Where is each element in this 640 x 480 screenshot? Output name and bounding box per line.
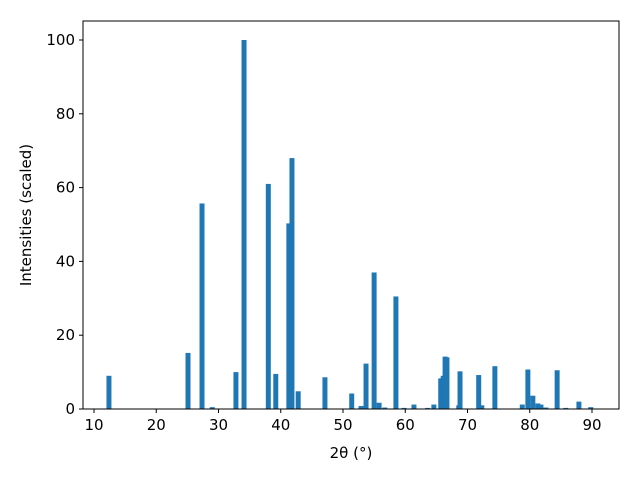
x-tick-label: 80 bbox=[520, 416, 539, 434]
bar bbox=[563, 407, 569, 409]
bar bbox=[530, 395, 536, 409]
bar bbox=[492, 366, 498, 409]
bar bbox=[233, 372, 239, 409]
bar bbox=[401, 407, 407, 409]
bar bbox=[543, 407, 549, 409]
y-tick-label: 60 bbox=[56, 179, 75, 197]
bar bbox=[525, 369, 531, 409]
bar bbox=[476, 375, 482, 409]
bar bbox=[295, 391, 301, 409]
y-tick-label: 40 bbox=[56, 252, 75, 270]
bar bbox=[554, 370, 560, 409]
y-tick-label: 100 bbox=[46, 31, 75, 49]
bar bbox=[241, 40, 247, 410]
x-axis-label: 2θ (°) bbox=[330, 444, 373, 462]
bar bbox=[457, 371, 463, 409]
bar bbox=[576, 401, 582, 409]
bar bbox=[371, 272, 377, 409]
bar bbox=[538, 404, 544, 409]
bar bbox=[273, 373, 279, 409]
y-tick-label: 20 bbox=[56, 326, 75, 344]
bar bbox=[209, 407, 215, 409]
bar bbox=[376, 402, 382, 409]
y-tick-label: 0 bbox=[65, 400, 75, 418]
bar bbox=[382, 407, 388, 409]
y-axis-label: Intensities (scaled) bbox=[17, 144, 35, 286]
plot-frame bbox=[82, 20, 620, 410]
bar bbox=[199, 203, 205, 409]
x-tick-label: 60 bbox=[396, 416, 415, 434]
x-tick-label: 70 bbox=[458, 416, 477, 434]
x-tick-label: 30 bbox=[209, 416, 228, 434]
bar bbox=[349, 393, 355, 409]
x-tick-label: 10 bbox=[84, 416, 103, 434]
bar bbox=[588, 407, 594, 409]
y-tick-label: 80 bbox=[56, 105, 75, 123]
x-tick-label: 40 bbox=[271, 416, 290, 434]
bar bbox=[535, 403, 541, 409]
bar bbox=[363, 363, 369, 409]
bar bbox=[358, 406, 364, 409]
bar bbox=[185, 352, 191, 409]
x-tick-label: 90 bbox=[582, 416, 601, 434]
bar bbox=[286, 223, 292, 409]
bar bbox=[431, 404, 437, 409]
x-tick-label: 20 bbox=[147, 416, 166, 434]
bar bbox=[393, 296, 399, 409]
bar bbox=[322, 377, 328, 409]
x-tick-label: 50 bbox=[333, 416, 352, 434]
bar bbox=[479, 405, 485, 409]
bar bbox=[425, 407, 431, 409]
bar bbox=[106, 375, 112, 409]
bar bbox=[411, 404, 417, 409]
bar bbox=[289, 158, 295, 409]
bar bbox=[265, 183, 271, 409]
bar bbox=[444, 357, 450, 409]
bar bbox=[519, 404, 525, 409]
